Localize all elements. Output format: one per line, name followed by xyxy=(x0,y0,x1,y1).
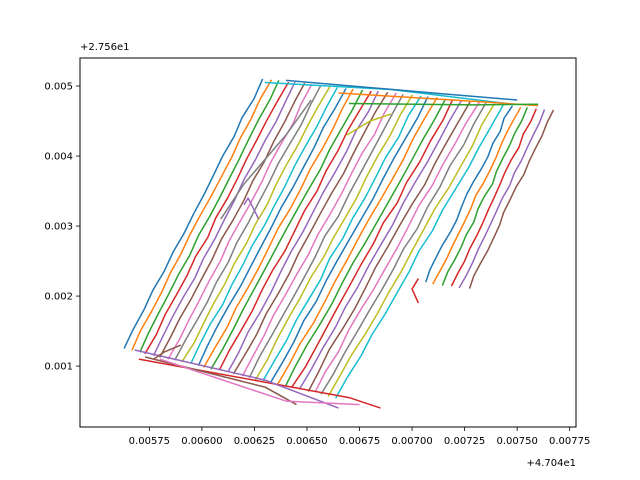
x-tick-label: 0.00775 xyxy=(549,436,590,447)
plot-area xyxy=(80,58,576,427)
track-line xyxy=(174,85,322,361)
track-line xyxy=(307,101,471,392)
track-line xyxy=(254,94,414,380)
track-line xyxy=(458,109,546,289)
x-tick-label: 0.00600 xyxy=(181,436,222,447)
track-line xyxy=(210,89,364,370)
track-line xyxy=(159,82,306,358)
track-line xyxy=(298,99,463,390)
track-line xyxy=(314,101,480,393)
track-line xyxy=(276,97,438,385)
x-tick-label: 0.00650 xyxy=(286,436,327,447)
y-tick-label: 0.001 xyxy=(44,362,73,373)
track-line xyxy=(139,80,280,353)
x-offset-label: +4.704e1 xyxy=(526,458,576,469)
track-line xyxy=(197,88,347,367)
track-line xyxy=(327,103,495,397)
track-line xyxy=(190,87,338,364)
y-tick-label: 0.003 xyxy=(44,222,73,233)
track-line xyxy=(181,85,331,363)
x-tick-label: 0.00700 xyxy=(391,436,432,447)
track-line xyxy=(285,98,447,386)
track-line xyxy=(450,108,537,287)
series-line xyxy=(285,79,518,101)
track-line xyxy=(468,109,555,289)
series-line xyxy=(349,102,539,106)
track-line xyxy=(241,92,397,377)
x-tick-label: 0.00725 xyxy=(444,436,485,447)
series-line xyxy=(159,358,360,406)
series-line xyxy=(411,278,420,304)
track-line xyxy=(262,95,422,382)
track-line xyxy=(290,99,454,388)
x-tick-label: 0.00625 xyxy=(234,436,275,447)
plot-frame xyxy=(79,57,577,428)
series-lines xyxy=(123,78,555,409)
x-tick-label: 0.00750 xyxy=(496,436,537,447)
track-line xyxy=(269,96,429,383)
track-line xyxy=(232,91,389,375)
x-axis: 0.00575 0.00600 0.00625 0.00650 0.00675 0.007… xyxy=(129,427,590,447)
y-tick-label: 0.005 xyxy=(44,82,73,93)
track-line xyxy=(152,81,296,357)
y-tick-label: 0.004 xyxy=(44,152,73,163)
track-line xyxy=(131,79,273,351)
x-tick-label: 0.00575 xyxy=(129,436,170,447)
series-line xyxy=(243,197,260,220)
series-line xyxy=(346,113,392,136)
track-line xyxy=(144,81,290,355)
series-line xyxy=(134,349,339,409)
track-line xyxy=(248,93,404,379)
y-tick-label: 0.002 xyxy=(44,292,73,303)
series-line xyxy=(220,99,312,220)
y-axis: 0.001 0.002 0.003 0.004 0.005 xyxy=(44,82,80,373)
track-line xyxy=(203,88,354,368)
track-line xyxy=(432,106,522,285)
track-line xyxy=(334,104,505,399)
series-line xyxy=(138,358,381,409)
x-tick-label: 0.00675 xyxy=(339,436,380,447)
track-line xyxy=(441,107,528,286)
track-line xyxy=(218,90,372,371)
y-offset-label: +2.756e1 xyxy=(80,42,130,53)
track-line xyxy=(123,78,264,349)
track-line xyxy=(227,90,379,373)
track-line xyxy=(425,105,514,283)
track-line xyxy=(320,102,487,395)
series-line xyxy=(153,344,182,360)
